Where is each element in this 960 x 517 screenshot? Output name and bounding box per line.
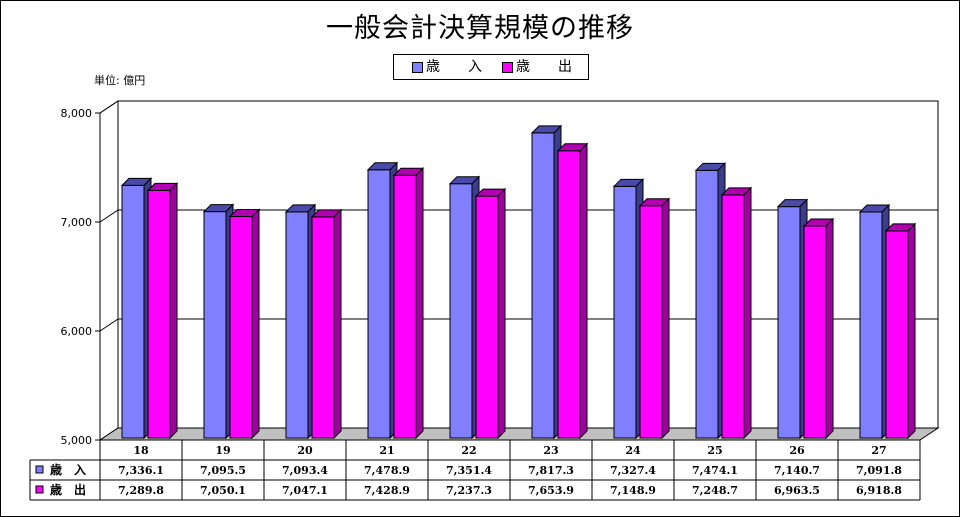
bar-expenditure [803, 225, 827, 439]
bar-expenditure [885, 230, 909, 439]
y-tick-label: 8,000 [61, 107, 93, 120]
data-label: 7,248.7 [692, 484, 738, 497]
bar-revenue [777, 206, 801, 439]
y-tick-label: 7,000 [61, 216, 93, 229]
bar-expenditure-side [415, 167, 424, 440]
data-label: 6,918.8 [856, 484, 902, 497]
data-label: 7,093.4 [282, 464, 328, 477]
bar-expenditure-side [825, 217, 834, 440]
bar-expenditure [311, 216, 335, 439]
legend-label-revenue: 歳 入 [426, 59, 482, 75]
gridline-side [99, 209, 119, 223]
bar-revenue [449, 183, 473, 439]
data-label: 7,289.8 [118, 484, 164, 497]
y-tick-label: 5,000 [61, 434, 93, 447]
bar-expenditure-side [743, 186, 752, 440]
plot-side-wall [99, 100, 119, 441]
data-label: 7,148.9 [610, 484, 656, 497]
x-tick-label: 27 [871, 444, 886, 457]
table-series-name-revenue: 歳 入 [50, 462, 86, 477]
data-label: 7,653.9 [528, 484, 574, 497]
bar-revenue [121, 184, 145, 439]
legend-swatch-revenue [412, 62, 423, 73]
unit-label: 単位: 億円 [94, 74, 146, 87]
x-tick-label: 20 [297, 444, 313, 457]
data-label: 7,237.3 [446, 484, 492, 497]
data-label: 7,351.4 [446, 464, 492, 477]
table-key-expenditure [35, 485, 44, 494]
table-key-revenue [35, 465, 44, 474]
bar-expenditure [721, 194, 745, 439]
data-label: 7,047.1 [282, 484, 328, 497]
bar-expenditure-side [579, 142, 588, 440]
data-label: 7,428.9 [364, 484, 410, 497]
x-tick-label: 22 [461, 444, 476, 457]
bar-expenditure-side [169, 182, 178, 440]
data-label: 7,091.8 [856, 464, 902, 477]
data-label: 7,050.1 [200, 484, 246, 497]
x-tick-label: 23 [543, 444, 558, 457]
data-label: 7,474.1 [692, 464, 738, 477]
x-tick-label: 18 [133, 444, 149, 457]
data-label: 7,478.9 [364, 464, 410, 477]
x-tick-label: 19 [215, 444, 230, 457]
bar-revenue [613, 185, 637, 439]
bar-expenditure [229, 216, 253, 439]
data-label: 7,095.5 [200, 464, 246, 477]
bar-expenditure-side [251, 208, 260, 440]
x-tick-label: 21 [379, 444, 394, 457]
bar-expenditure-side [497, 187, 506, 440]
bar-revenue [859, 211, 883, 439]
bar-expenditure [475, 195, 499, 439]
chart-title: 一般会計決算規模の推移 [326, 13, 634, 44]
bar-expenditure [557, 150, 581, 439]
x-tick-label: 24 [625, 444, 641, 457]
data-label: 7,817.3 [528, 464, 574, 477]
bar-expenditure-side [333, 208, 342, 440]
bar-revenue [367, 169, 391, 439]
bar-expenditure [639, 205, 663, 439]
bar-revenue [203, 211, 227, 439]
bar-expenditure-side [907, 222, 916, 440]
legend-label-expenditure: 歳 出 [516, 59, 572, 75]
bar-revenue [285, 211, 309, 439]
table-series-name-expenditure: 歳 出 [50, 482, 86, 497]
data-label: 6,963.5 [774, 484, 820, 497]
x-tick-label: 26 [789, 444, 805, 457]
bar-expenditure [393, 174, 417, 439]
bar-expenditure [147, 189, 171, 439]
x-tick-label: 25 [707, 444, 722, 457]
data-label: 7,336.1 [118, 464, 164, 477]
legend: 歳 入 歳 出 [393, 54, 589, 80]
legend-swatch-expenditure [502, 62, 513, 73]
data-label: 7,327.4 [610, 464, 656, 477]
gridline-side [99, 318, 119, 332]
bar-revenue [695, 169, 719, 439]
data-label: 7,140.7 [774, 464, 820, 477]
bar-revenue [531, 132, 555, 439]
y-tick-label: 6,000 [61, 325, 93, 338]
bar-expenditure-side [661, 197, 670, 440]
gridline-side [99, 100, 119, 114]
